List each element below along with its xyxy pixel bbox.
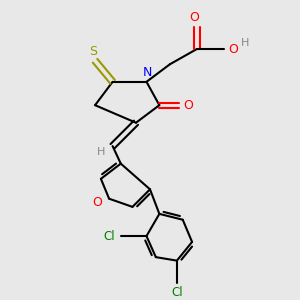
Text: O: O	[184, 99, 194, 112]
Text: Cl: Cl	[103, 230, 115, 243]
Text: S: S	[89, 45, 97, 58]
Text: O: O	[228, 43, 238, 56]
Text: O: O	[190, 11, 199, 24]
Text: H: H	[97, 147, 105, 157]
Text: Cl: Cl	[171, 286, 183, 299]
Text: N: N	[143, 66, 152, 79]
Text: O: O	[92, 196, 102, 209]
Text: H: H	[241, 38, 249, 48]
